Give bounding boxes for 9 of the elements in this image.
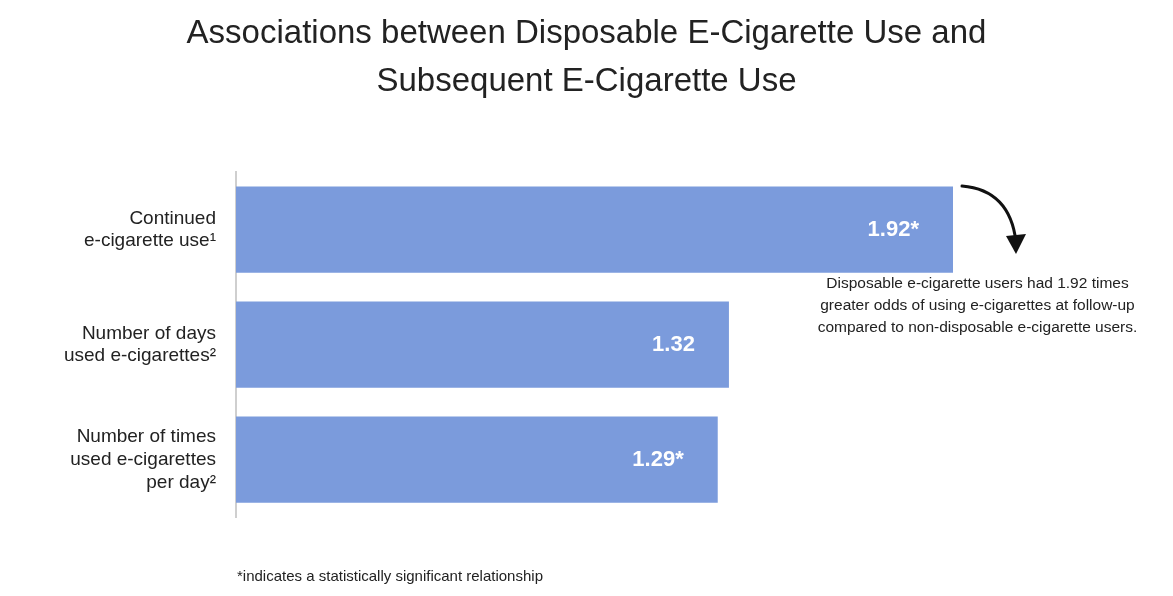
data-label: 1.92* bbox=[867, 215, 920, 241]
y-tick-label: Number of days used e-cigarettes² bbox=[63, 321, 216, 366]
chart-title: Associations between Disposable E-Cigarette Use and Subsequent E-Cigarette Use bbox=[185, 12, 988, 100]
data-label: 1.32 bbox=[652, 330, 695, 356]
y-tick-label: Continued e-cigarette use¹ bbox=[83, 206, 216, 251]
y-tick-label: Number of times used e-cigarettes per day² bbox=[70, 425, 216, 492]
text: *indicates a statistically significant relationship bbox=[237, 567, 543, 584]
annotation: Disposable e-cigarette users had 1.92 times greater odds of using e-cigarettes at follow-up compared to non-disposable e-cigarette users. bbox=[816, 273, 1139, 337]
data-label: 1.29* bbox=[632, 445, 685, 471]
